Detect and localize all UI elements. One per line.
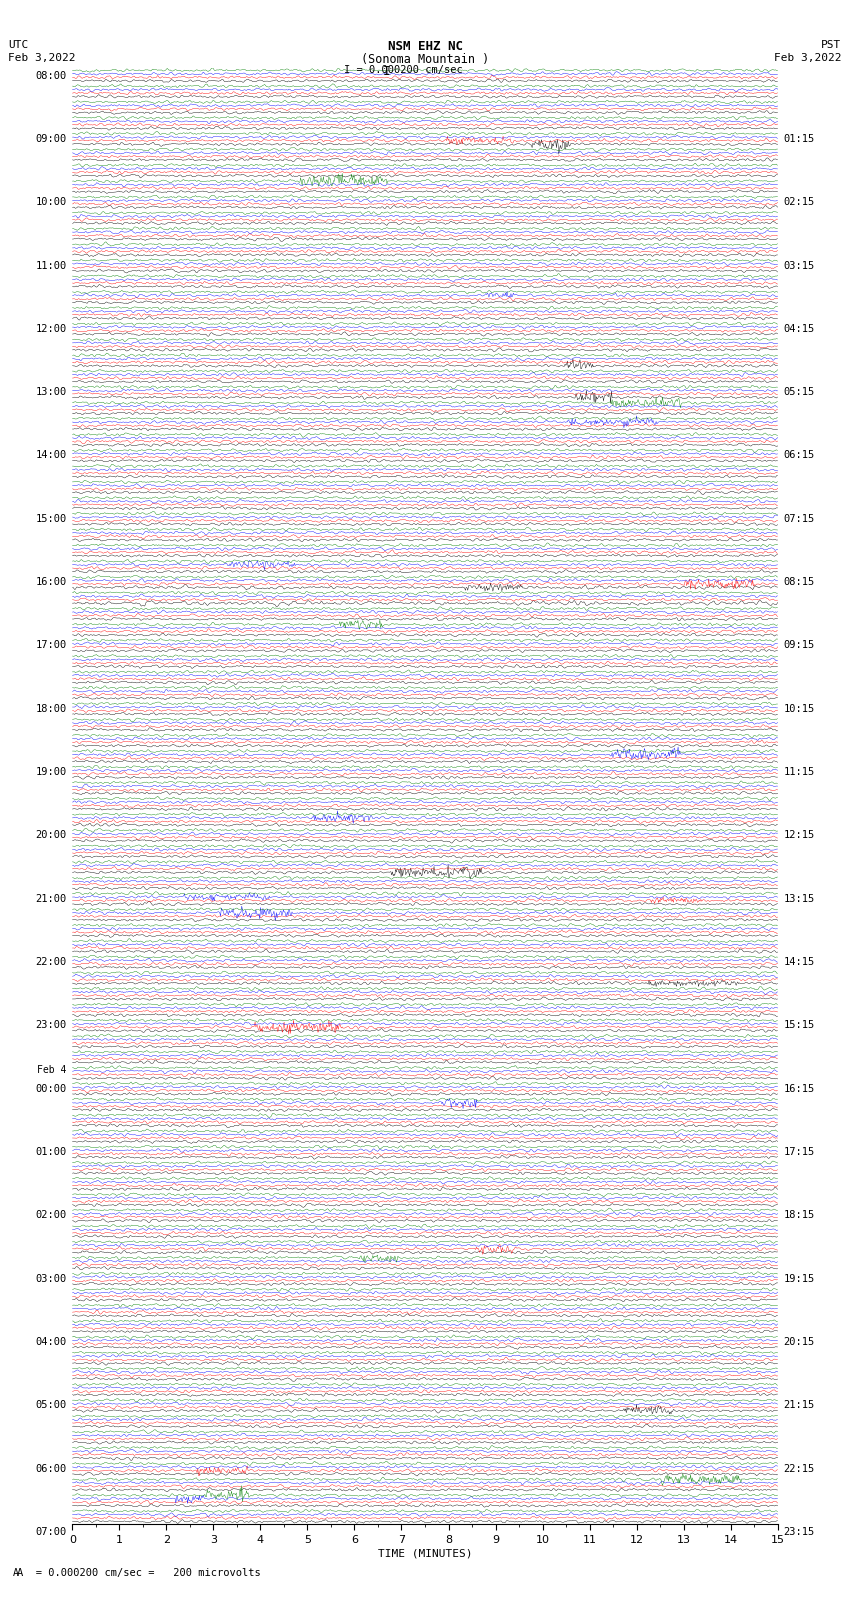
Text: 01:00: 01:00 [36,1147,66,1157]
Text: NSM EHZ NC: NSM EHZ NC [388,40,462,53]
Text: 00:00: 00:00 [36,1084,66,1094]
Text: PST: PST [821,40,842,50]
Text: 19:15: 19:15 [784,1274,814,1284]
Text: 02:00: 02:00 [36,1210,66,1221]
Text: 14:00: 14:00 [36,450,66,460]
Text: 13:15: 13:15 [784,894,814,903]
Text: 03:15: 03:15 [784,261,814,271]
Text: 21:00: 21:00 [36,894,66,903]
Text: 21:15: 21:15 [784,1400,814,1410]
Text: I = 0.000200 cm/sec: I = 0.000200 cm/sec [344,65,463,74]
Text: A  = 0.000200 cm/sec =   200 microvolts: A = 0.000200 cm/sec = 200 microvolts [17,1568,261,1578]
Text: 15:15: 15:15 [784,1021,814,1031]
X-axis label: TIME (MINUTES): TIME (MINUTES) [377,1548,473,1558]
Text: 14:15: 14:15 [784,957,814,968]
Text: 05:00: 05:00 [36,1400,66,1410]
Text: 10:00: 10:00 [36,197,66,206]
Text: 17:15: 17:15 [784,1147,814,1157]
Text: 18:15: 18:15 [784,1210,814,1221]
Text: 22:00: 22:00 [36,957,66,968]
Text: 09:15: 09:15 [784,640,814,650]
Text: 20:00: 20:00 [36,831,66,840]
Text: 23:00: 23:00 [36,1021,66,1031]
Text: 11:00: 11:00 [36,261,66,271]
Text: 07:15: 07:15 [784,515,814,524]
Text: 12:00: 12:00 [36,324,66,334]
Text: 16:15: 16:15 [784,1084,814,1094]
Text: 08:00: 08:00 [36,71,66,81]
Text: 16:00: 16:00 [36,577,66,587]
Text: 17:00: 17:00 [36,640,66,650]
Text: 10:15: 10:15 [784,703,814,715]
Text: 12:15: 12:15 [784,831,814,840]
Text: 15:00: 15:00 [36,515,66,524]
Text: 23:15: 23:15 [784,1528,814,1537]
Text: 19:00: 19:00 [36,768,66,777]
Text: 09:00: 09:00 [36,134,66,144]
Text: 07:00: 07:00 [36,1528,66,1537]
Text: 06:15: 06:15 [784,450,814,460]
Text: 20:15: 20:15 [784,1337,814,1347]
Text: UTC: UTC [8,40,29,50]
Text: 05:15: 05:15 [784,387,814,397]
Text: 06:00: 06:00 [36,1463,66,1474]
Text: 18:00: 18:00 [36,703,66,715]
Text: 22:15: 22:15 [784,1463,814,1474]
Text: 08:15: 08:15 [784,577,814,587]
Text: A: A [13,1568,19,1578]
Text: Feb 4: Feb 4 [37,1066,66,1076]
Text: 04:00: 04:00 [36,1337,66,1347]
Text: 01:15: 01:15 [784,134,814,144]
Text: I: I [383,65,390,77]
Text: Feb 3,2022: Feb 3,2022 [8,53,76,63]
Text: 11:15: 11:15 [784,768,814,777]
Text: Feb 3,2022: Feb 3,2022 [774,53,842,63]
Text: 04:15: 04:15 [784,324,814,334]
Text: (Sonoma Mountain ): (Sonoma Mountain ) [361,53,489,66]
Text: 03:00: 03:00 [36,1274,66,1284]
Text: 02:15: 02:15 [784,197,814,206]
Text: 13:00: 13:00 [36,387,66,397]
